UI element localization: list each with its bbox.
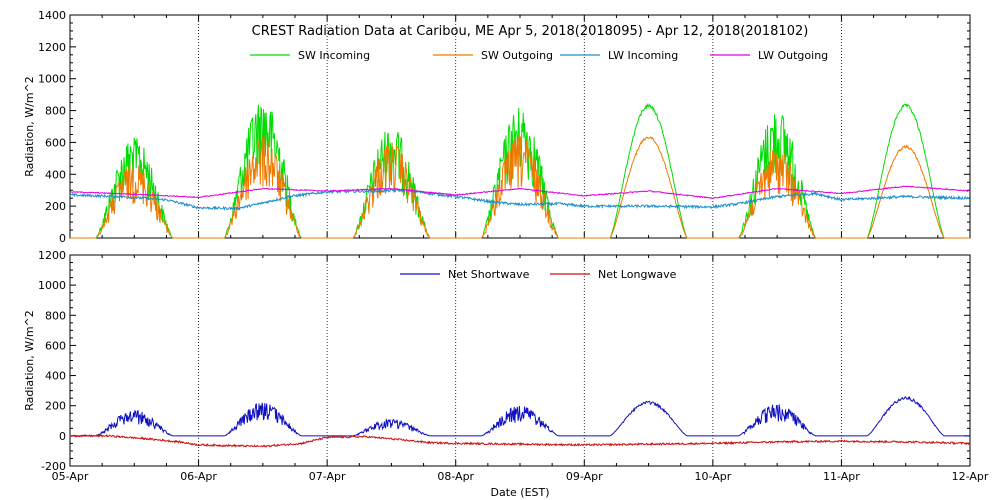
x-tick-label: 11-Apr [823, 470, 860, 483]
series-line [69, 433, 971, 448]
series-line [69, 187, 971, 212]
y-axis-label: Radiation, W/m^2 [23, 76, 36, 177]
plot-frame [69, 254, 971, 467]
series-line [70, 185, 971, 200]
x-tick-label: 08-Apr [437, 470, 474, 483]
y-tick-label: -200 [41, 460, 66, 473]
x-tick-label: 10-Apr [694, 470, 731, 483]
y-tick-label: 600 [45, 339, 66, 352]
x-tick-label: 12-Apr [952, 470, 989, 483]
y-tick-label: 1000 [38, 73, 66, 86]
top-panel: 0 200 400 600 800 1000 1200 1400 Radiation, W/m^… [23, 9, 971, 245]
legend-label: LW Outgoing [758, 49, 828, 62]
y-tick-label: 400 [45, 370, 66, 383]
series-line [70, 102, 970, 239]
legend-label: SW Incoming [298, 49, 370, 62]
y-axis-label: Radiation, W/m^2 [23, 310, 36, 411]
legend-label: SW Outgoing [481, 49, 553, 62]
legend-label: Net Longwave [598, 268, 677, 281]
legend-label: Net Shortwave [448, 268, 530, 281]
y-tick-label: 200 [45, 400, 66, 413]
y-tick-label: 800 [45, 309, 66, 322]
series-line [70, 395, 970, 437]
chart-title: CREST Radiation Data at Caribou, ME Apr … [252, 24, 809, 39]
y-tick-label: 600 [45, 136, 66, 149]
y-tick-label: 400 [45, 168, 66, 181]
y-tick-label: 200 [45, 200, 66, 213]
x-tick-label: 09-Apr [566, 470, 603, 483]
y-tick-label: 1400 [38, 9, 66, 22]
y-tick-label: 1200 [38, 249, 66, 262]
x-tick-label: 07-Apr [309, 470, 346, 483]
y-tick-label: 1000 [38, 279, 66, 292]
x-tick-label: 05-Apr [52, 470, 89, 483]
legend-label: LW Incoming [608, 49, 678, 62]
y-tick-label: 0 [59, 232, 66, 245]
y-tick-label: 1200 [38, 41, 66, 54]
series-line [70, 136, 970, 239]
x-axis-label: Date (EST) [490, 486, 549, 499]
x-tick-label: 06-Apr [180, 470, 217, 483]
y-tick-label: 800 [45, 105, 66, 118]
bottom-panel: -200 0 200 400 600 800 1000 1200 Radiation, W/m^… [23, 249, 989, 483]
y-tick-label: 0 [59, 430, 66, 443]
